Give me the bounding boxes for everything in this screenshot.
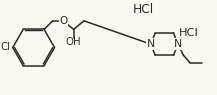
Text: HCl: HCl <box>179 28 199 38</box>
Text: OH: OH <box>66 37 81 47</box>
Text: O: O <box>59 16 67 26</box>
Text: Cl: Cl <box>0 42 10 53</box>
Text: N: N <box>174 39 182 49</box>
Text: N: N <box>147 39 155 49</box>
Text: HCl: HCl <box>133 3 154 16</box>
